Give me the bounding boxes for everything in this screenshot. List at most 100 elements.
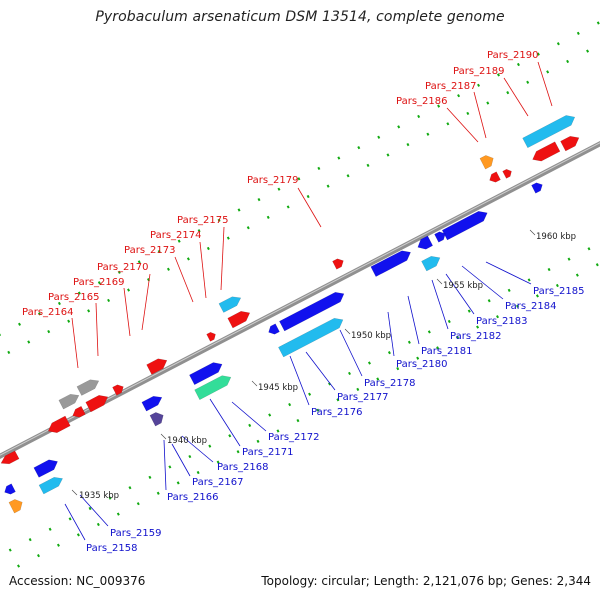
gene-arrow[interactable] <box>279 291 345 332</box>
tick-mark <box>446 122 450 126</box>
tick-mark <box>256 439 260 443</box>
gene-arrow[interactable] <box>38 477 63 495</box>
gene-label[interactable]: Pars_2181 <box>421 346 472 357</box>
tick-mark <box>188 454 192 459</box>
gene-label[interactable]: Pars_2164 <box>22 307 73 318</box>
gene-arrow[interactable] <box>532 141 561 162</box>
gene-arrow[interactable] <box>149 412 164 427</box>
gene-arrow[interactable] <box>189 362 223 386</box>
tick-mark <box>108 496 112 500</box>
gene-label[interactable]: Pars_2159 <box>110 528 161 539</box>
label-leader <box>387 311 395 357</box>
tick-mark <box>37 312 41 316</box>
gene-arrow[interactable] <box>0 450 20 465</box>
gene-arrow[interactable] <box>479 155 494 170</box>
gene-label[interactable]: Pars_2190 <box>487 50 538 61</box>
gene-arrow[interactable] <box>434 231 446 243</box>
tick-mark <box>487 299 491 303</box>
tick-mark <box>466 111 470 116</box>
tick-mark <box>246 226 250 230</box>
gene-label[interactable]: Pars_2165 <box>48 292 99 303</box>
label-leader <box>485 261 532 285</box>
gene-label[interactable]: Pars_2187 <box>425 81 476 92</box>
gene-label[interactable]: Pars_2186 <box>396 96 447 107</box>
label-leader <box>431 279 449 330</box>
tick-mark <box>88 506 92 511</box>
gene-label[interactable]: Pars_2170 <box>97 262 148 273</box>
gene-arrow[interactable] <box>47 415 71 433</box>
tick-mark <box>248 423 252 428</box>
gene-arrow[interactable] <box>58 393 80 410</box>
label-leader <box>445 273 475 315</box>
gene-label[interactable]: Pars_2172 <box>268 432 319 443</box>
gene-label[interactable]: Pars_2174 <box>150 230 201 241</box>
tick-mark <box>426 132 430 136</box>
gene-label[interactable]: Pars_2179 <box>247 175 298 186</box>
tick-mark <box>436 346 440 350</box>
gene-arrow[interactable] <box>218 296 242 313</box>
gene-arrow[interactable] <box>85 395 109 413</box>
gene-label[interactable]: Pars_2182 <box>450 331 501 342</box>
label-leader <box>339 329 363 377</box>
gene-arrow[interactable] <box>531 182 543 194</box>
gene-label[interactable]: Pars_2185 <box>533 286 584 297</box>
gene-arrow[interactable] <box>33 459 58 478</box>
tick-mark <box>216 460 220 464</box>
gene-arrow[interactable] <box>417 235 434 250</box>
tick-mark <box>76 533 80 537</box>
tick-mark <box>197 229 201 233</box>
gene-arrow[interactable] <box>112 384 124 396</box>
tick-mark <box>77 291 81 295</box>
scale-connector <box>251 380 258 387</box>
gene-label[interactable]: Pars_2175 <box>177 215 228 226</box>
gene-arrow[interactable] <box>194 375 232 401</box>
gene-label[interactable]: Pars_2183 <box>476 316 527 327</box>
tick-mark <box>228 434 232 438</box>
tick-mark <box>535 294 539 298</box>
gene-arrow[interactable] <box>502 169 512 179</box>
gene-label[interactable]: Pars_2177 <box>337 392 388 403</box>
gene-label[interactable]: Pars_2158 <box>86 543 137 554</box>
gene-arrow[interactable] <box>489 171 501 183</box>
gene-arrow[interactable] <box>8 499 23 514</box>
tick-mark <box>328 382 332 386</box>
gene-arrow[interactable] <box>206 332 216 342</box>
gene-arrow[interactable] <box>227 311 251 329</box>
gene-label[interactable]: Pars_2180 <box>396 359 447 370</box>
gene-arrow[interactable] <box>72 405 86 418</box>
label-leader <box>473 91 487 139</box>
scale-label: 1940 kbp <box>167 436 207 446</box>
tick-mark <box>17 564 21 568</box>
gene-arrow[interactable] <box>522 115 576 149</box>
tick-mark <box>276 429 280 433</box>
gene-label[interactable]: Pars_2189 <box>453 66 504 77</box>
label-leader <box>209 398 241 447</box>
tick-mark <box>286 205 290 209</box>
gene-arrow[interactable] <box>76 379 100 396</box>
tick-mark <box>416 356 420 360</box>
gene-arrow[interactable] <box>441 211 488 241</box>
tick-mark <box>306 194 310 199</box>
gene-label[interactable]: Pars_2169 <box>73 277 124 288</box>
gene-arrow[interactable] <box>370 250 411 277</box>
gene-arrow[interactable] <box>146 358 168 375</box>
gene-arrow[interactable] <box>268 323 280 335</box>
gene-label[interactable]: Pars_2166 <box>167 492 218 503</box>
label-leader <box>461 265 504 300</box>
gene-label[interactable]: Pars_2171 <box>242 447 293 458</box>
gene-label[interactable]: Pars_2167 <box>192 477 243 488</box>
gene-arrow[interactable] <box>332 258 344 270</box>
gene-arrow[interactable] <box>560 135 580 152</box>
tick-mark <box>336 398 340 402</box>
gene-label[interactable]: Pars_2168 <box>217 462 268 473</box>
gene-arrow[interactable] <box>4 483 16 495</box>
gene-arrow[interactable] <box>421 255 441 272</box>
gene-label[interactable]: Pars_2178 <box>364 378 415 389</box>
gene-arrow[interactable] <box>141 395 163 412</box>
tick-mark <box>18 322 21 326</box>
gene-label[interactable]: Pars_2184 <box>505 301 556 312</box>
gene-label[interactable]: Pars_2173 <box>124 245 175 256</box>
gene-arrow[interactable] <box>278 317 344 358</box>
gene-label[interactable]: Pars_2176 <box>311 407 362 418</box>
